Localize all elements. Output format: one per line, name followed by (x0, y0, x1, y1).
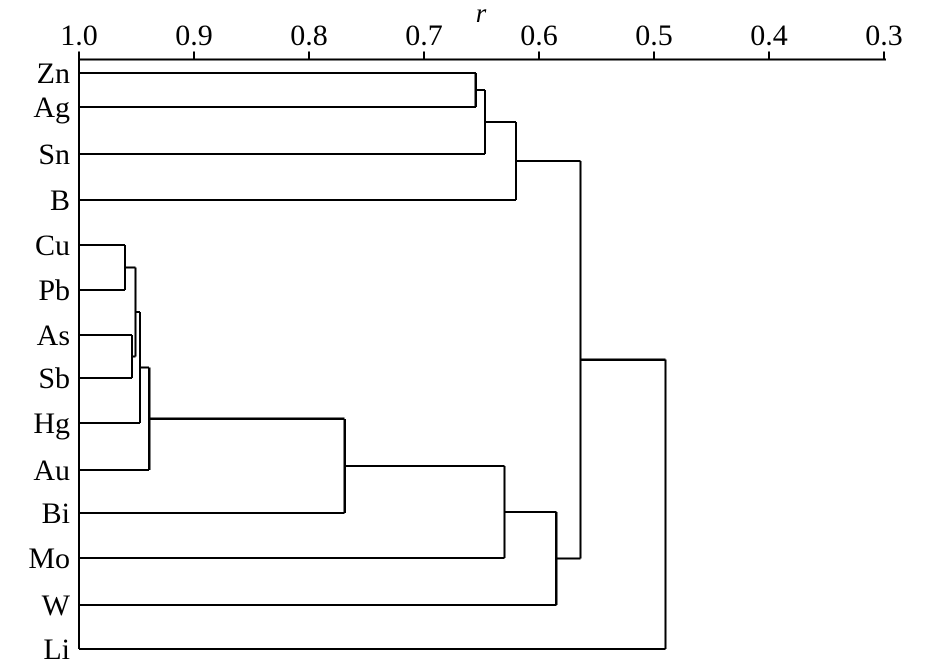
leaf-label-au: Au (33, 454, 70, 487)
tick-label-0.6: 0.6 (520, 19, 558, 52)
leaf-label-as: As (37, 319, 70, 352)
leaf-label-cu: Cu (35, 229, 70, 262)
tick-label-0.9: 0.9 (175, 19, 213, 52)
tick-label-0.3: 0.3 (865, 19, 903, 52)
leaf-label-bi: Bi (42, 497, 70, 530)
tick-label-0.5: 0.5 (635, 19, 673, 52)
axis-title: r (476, 0, 487, 28)
axis-layer: 1.0 0.9 0.8 0.7 0.6 0.5 0.4 0.3 (60, 19, 903, 61)
tick-label-0.4: 0.4 (750, 19, 788, 52)
tick-label-0.7: 0.7 (405, 19, 443, 52)
leaf-label-hg: Hg (33, 407, 70, 440)
leaf-label-sn: Sn (38, 138, 70, 171)
leaf-label-sb: Sb (38, 362, 70, 395)
leaf-label-w: W (42, 589, 71, 622)
leaf-label-mo: Mo (28, 542, 70, 575)
tick-label-1.0: 1.0 (60, 19, 98, 52)
leaf-label-pb: Pb (38, 274, 70, 307)
leaf-label-li: Li (43, 633, 70, 661)
leaf-label-b: B (50, 184, 70, 217)
leaf-label-zn: Zn (37, 57, 70, 90)
tick-label-0.8: 0.8 (290, 19, 328, 52)
dendrogram-tree (77, 59, 667, 651)
leaf-label-ag: Ag (33, 91, 70, 124)
